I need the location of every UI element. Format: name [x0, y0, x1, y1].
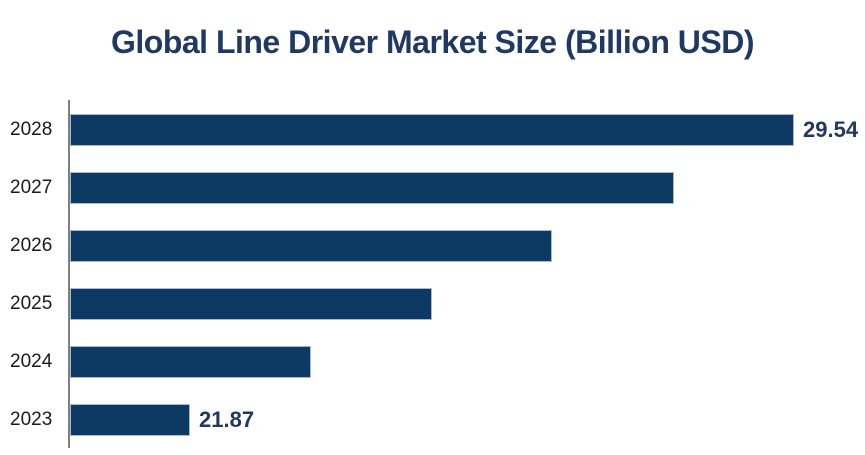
plot-area: 2028 29.54 2027 2026 2025 2024 2023 21.87	[10, 100, 859, 448]
bar	[70, 404, 190, 436]
bar	[70, 288, 432, 320]
category-label: 2023	[10, 409, 53, 430]
category-label: 2025	[10, 293, 53, 314]
category-label: 2026	[10, 235, 53, 256]
bar	[70, 346, 311, 378]
category-label: 2024	[10, 351, 53, 372]
bar	[70, 114, 794, 146]
bar	[70, 172, 674, 204]
category-label: 2028	[10, 119, 53, 140]
data-label: 29.54	[803, 117, 859, 142]
bar-row: 2026	[10, 230, 552, 262]
bar-row: 2027	[10, 172, 674, 204]
bar-row: 2023 21.87	[10, 404, 255, 436]
bar-row: 2024	[10, 346, 311, 378]
bar-row: 2025	[10, 288, 432, 320]
bar-row: 2028 29.54	[10, 114, 859, 146]
chart-title: Global Line Driver Market Size (Billion …	[110, 24, 755, 60]
category-label: 2027	[10, 177, 53, 198]
bar	[70, 230, 552, 262]
y-axis-line	[68, 100, 70, 448]
data-label: 21.87	[199, 407, 255, 432]
